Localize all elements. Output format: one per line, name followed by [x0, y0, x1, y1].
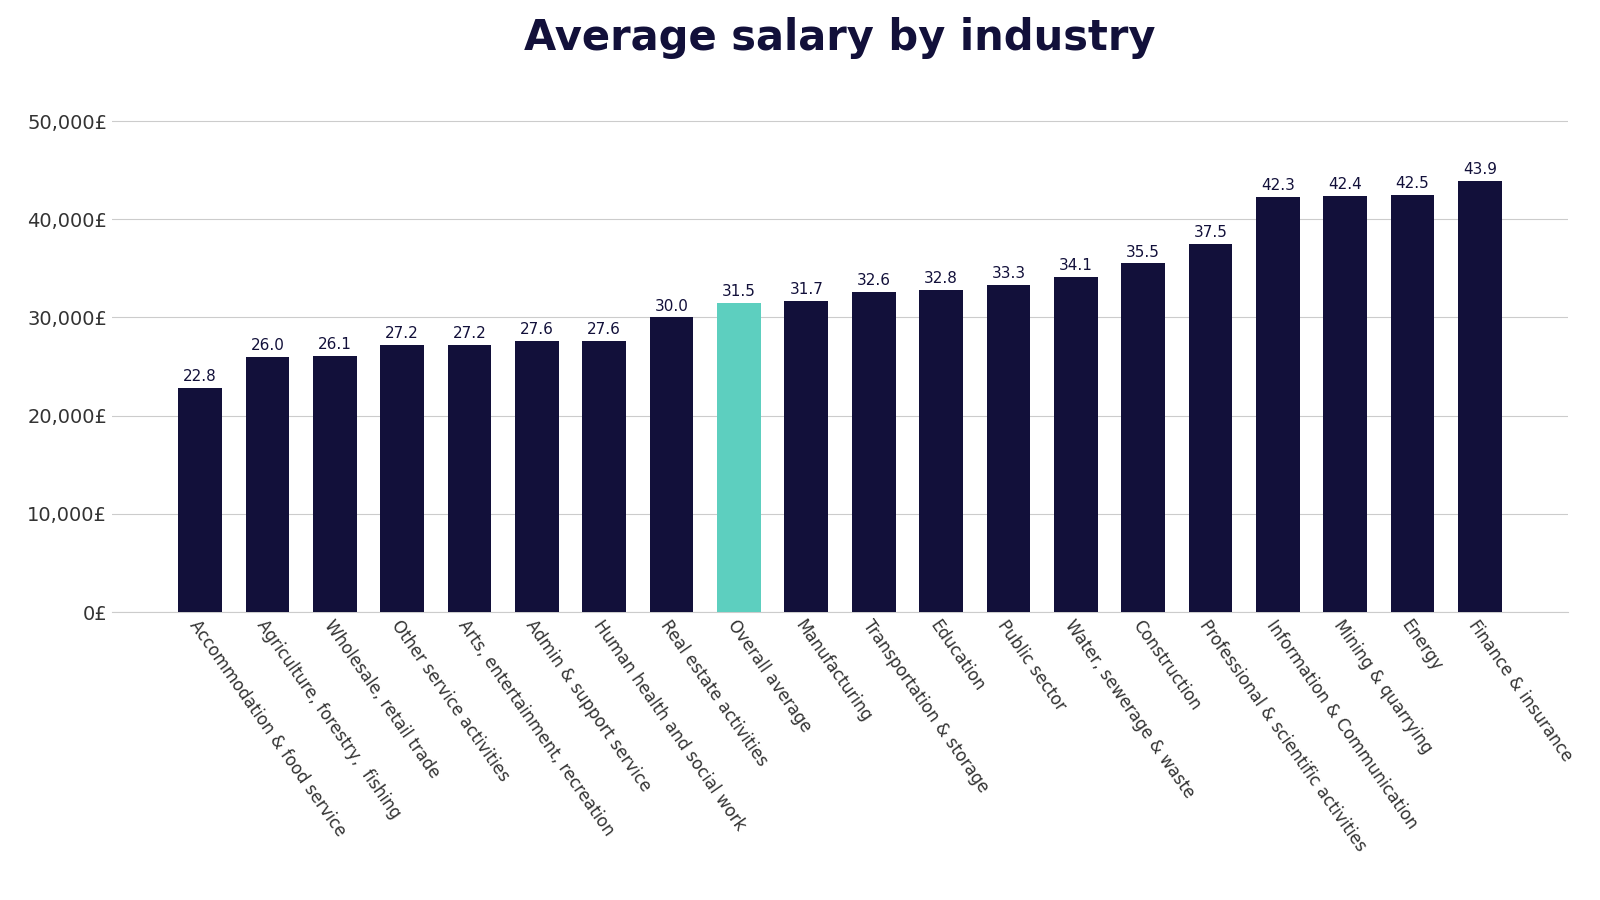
- Text: 31.7: 31.7: [789, 282, 824, 297]
- Text: 31.5: 31.5: [722, 284, 755, 299]
- Text: 27.6: 27.6: [587, 322, 621, 338]
- Bar: [1054, 277, 1098, 612]
- Text: 33.3: 33.3: [992, 266, 1026, 281]
- Text: 30.0: 30.0: [654, 299, 688, 313]
- Text: 26.1: 26.1: [318, 337, 352, 352]
- Text: 42.3: 42.3: [1261, 178, 1294, 193]
- Text: 42.4: 42.4: [1328, 176, 1362, 192]
- Bar: [851, 292, 896, 612]
- Text: 37.5: 37.5: [1194, 225, 1227, 240]
- Bar: [1323, 195, 1366, 612]
- Bar: [582, 341, 626, 612]
- Bar: [245, 356, 290, 612]
- Bar: [650, 318, 693, 612]
- Bar: [178, 388, 222, 612]
- Bar: [1390, 194, 1435, 612]
- Bar: [1189, 244, 1232, 612]
- Bar: [1458, 181, 1502, 612]
- Bar: [918, 290, 963, 612]
- Bar: [784, 301, 829, 612]
- Bar: [515, 341, 558, 612]
- Text: 34.1: 34.1: [1059, 258, 1093, 274]
- Text: 26.0: 26.0: [251, 338, 285, 353]
- Bar: [717, 302, 762, 612]
- Bar: [314, 356, 357, 612]
- Text: 32.8: 32.8: [925, 271, 958, 286]
- Title: Average salary by industry: Average salary by industry: [525, 17, 1155, 58]
- Text: 27.2: 27.2: [386, 326, 419, 341]
- Text: 27.2: 27.2: [453, 326, 486, 341]
- Text: 32.6: 32.6: [856, 273, 891, 288]
- Bar: [1122, 264, 1165, 612]
- Bar: [1256, 197, 1299, 612]
- Text: 35.5: 35.5: [1126, 245, 1160, 259]
- Bar: [381, 345, 424, 612]
- Bar: [987, 285, 1030, 612]
- Text: 27.6: 27.6: [520, 322, 554, 338]
- Text: 42.5: 42.5: [1395, 176, 1429, 191]
- Bar: [448, 345, 491, 612]
- Text: 43.9: 43.9: [1462, 162, 1498, 177]
- Text: 22.8: 22.8: [182, 369, 218, 384]
